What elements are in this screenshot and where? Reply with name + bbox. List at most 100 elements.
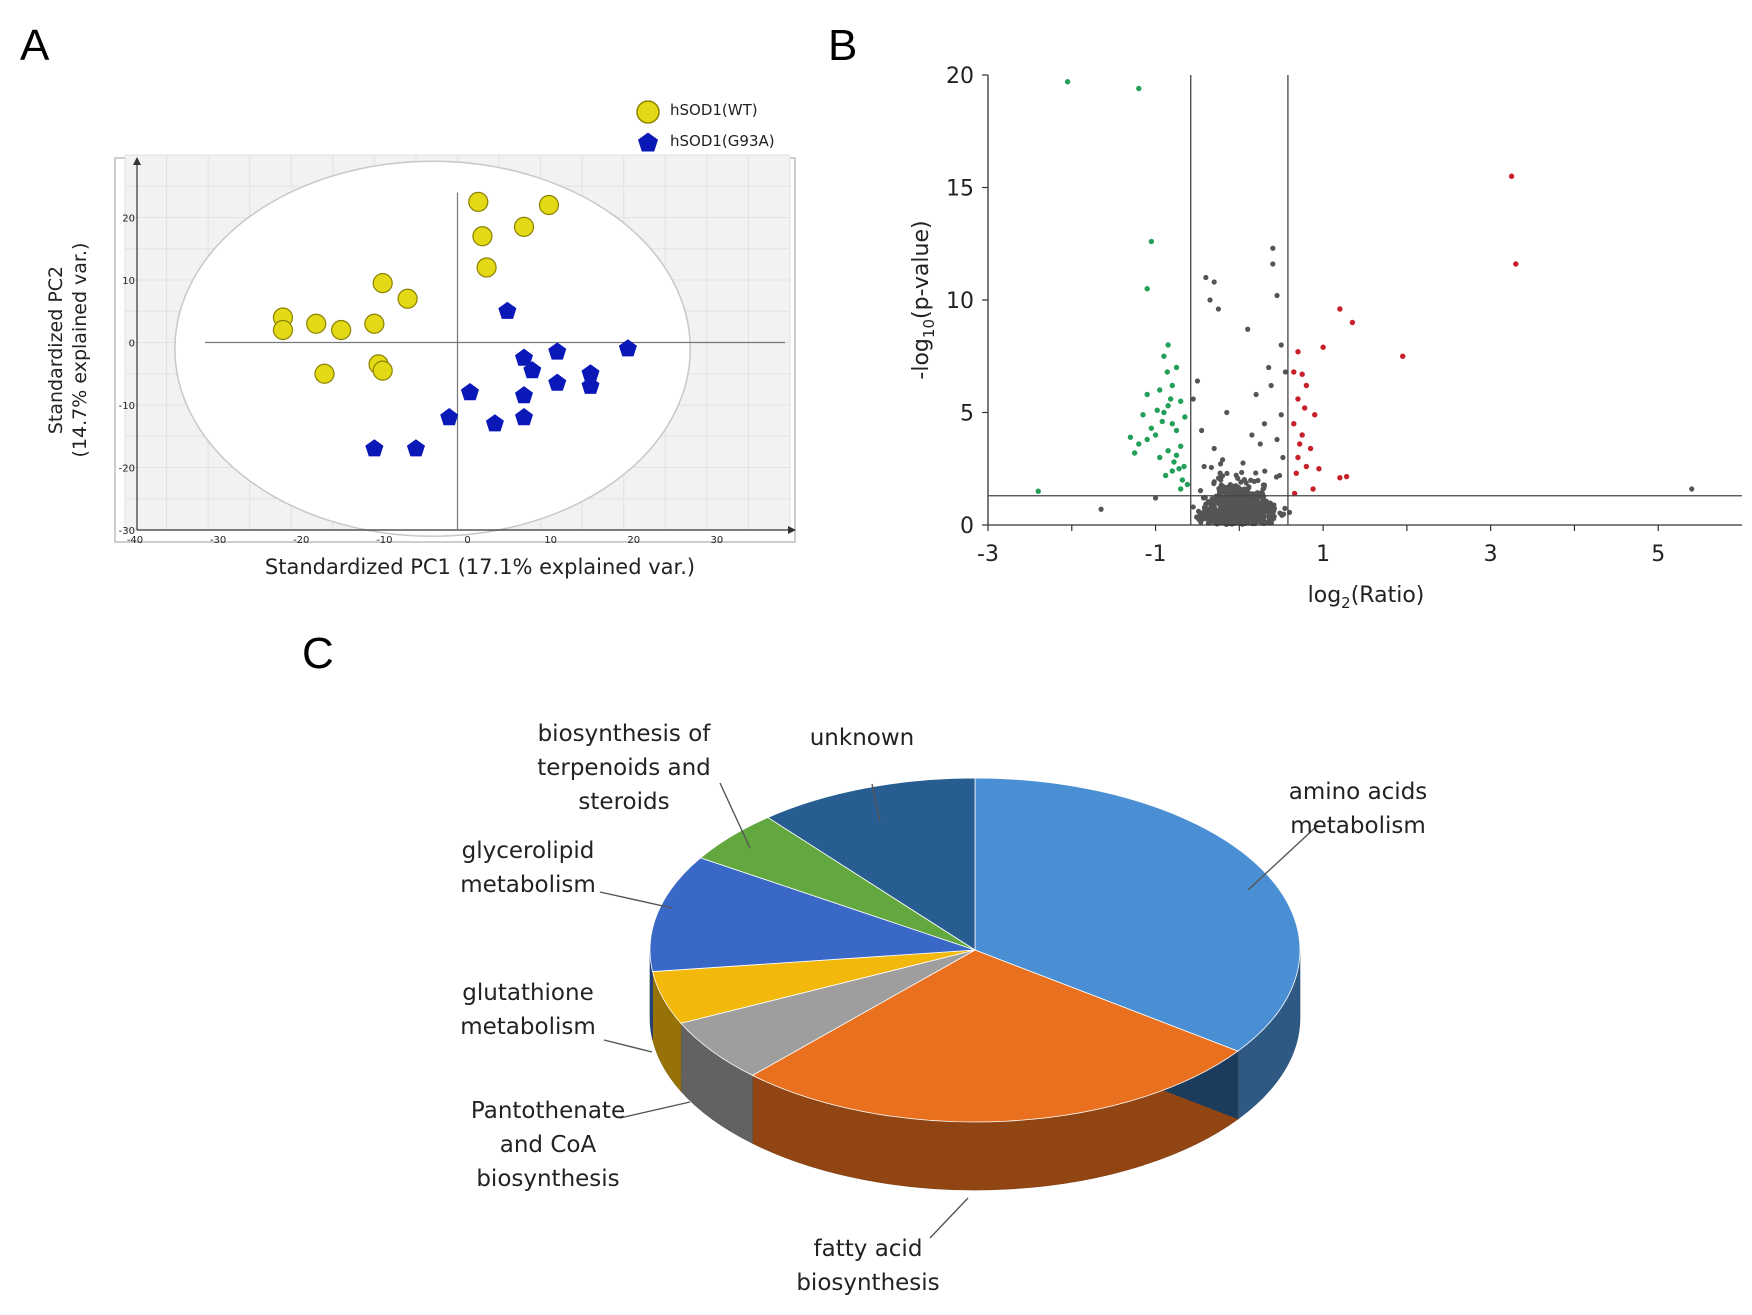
volcano-point-ns bbox=[1268, 382, 1274, 389]
volcano-point-down bbox=[1152, 432, 1159, 438]
pca-x-axis-label: Standardized PC1 (17.1% explained var.) bbox=[265, 555, 695, 579]
volcano-point-ns bbox=[1190, 396, 1196, 402]
volcano-point-ns bbox=[1207, 297, 1213, 303]
volcano-x-ticks: -3 -1 1 3 5 bbox=[977, 525, 1665, 567]
pie-label-5-line: terpenoids and bbox=[537, 755, 711, 781]
pie-leader-1 bbox=[929, 1197, 969, 1239]
volcano-point-ns bbox=[1236, 498, 1243, 504]
volcano-point-ns bbox=[1245, 326, 1251, 332]
pca-y-tick-label: -30 bbox=[119, 526, 135, 537]
pca-confidence-ellipse bbox=[174, 160, 691, 537]
volcano-x-tick-label: -3 bbox=[977, 542, 999, 567]
volcano-points bbox=[1035, 79, 1695, 528]
volcano-point-down bbox=[1177, 398, 1184, 404]
pca-x-tick-label: -30 bbox=[210, 535, 226, 546]
volcano-point-ns bbox=[1098, 506, 1104, 512]
pca-legend: hSOD1(WT) hSOD1(G93A) bbox=[636, 100, 775, 152]
pie-label-2-line: Pantothenate bbox=[471, 1098, 625, 1124]
volcano-point-ns bbox=[1274, 436, 1280, 443]
pca-point-wt bbox=[331, 319, 352, 341]
volcano-point-down bbox=[1173, 427, 1180, 434]
volcano-point-down bbox=[1161, 409, 1167, 416]
volcano-point-up bbox=[1310, 486, 1316, 492]
pca-y-tick-label: 20 bbox=[122, 214, 135, 225]
volcano-point-ns bbox=[1247, 502, 1253, 508]
panel-label-a: A bbox=[20, 21, 50, 70]
volcano-point-ns bbox=[1278, 412, 1284, 418]
pie-panel: amino acids metabolism fatty acid biosynthe… bbox=[460, 721, 1427, 1296]
pca-point-wt bbox=[372, 360, 393, 381]
volcano-point-ns bbox=[1244, 488, 1250, 494]
pca-point-g93a bbox=[515, 386, 533, 404]
pca-y-axis-arrow bbox=[133, 157, 141, 165]
volcano-point-ns bbox=[1201, 513, 1207, 519]
volcano-point-up bbox=[1295, 454, 1301, 461]
volcano-point-ns bbox=[1218, 482, 1224, 488]
volcano-point-up bbox=[1508, 173, 1515, 179]
volcano-point-up bbox=[1337, 475, 1343, 481]
volcano-y-label-tail: (p-value) bbox=[909, 220, 934, 319]
volcano-point-ns bbox=[1252, 502, 1258, 509]
volcano-point-ns bbox=[1220, 488, 1227, 494]
volcano-point-ns bbox=[1217, 470, 1223, 476]
volcano-point-ns bbox=[1207, 500, 1213, 506]
volcano-x-tick-label: 1 bbox=[1316, 542, 1330, 567]
volcano-point-up bbox=[1316, 466, 1322, 472]
volcano-point-ns bbox=[1244, 510, 1250, 516]
volcano-point-up bbox=[1337, 306, 1343, 312]
volcano-point-ns bbox=[1260, 496, 1266, 502]
volcano-point-down bbox=[1144, 436, 1150, 443]
volcano-point-ns bbox=[1239, 469, 1245, 476]
volcano-point-ns bbox=[1215, 475, 1222, 481]
volcano-point-ns bbox=[1234, 509, 1241, 515]
pca-x-tick-label: -10 bbox=[376, 535, 392, 546]
pca-point-wt bbox=[364, 313, 385, 334]
volcano-point-ns bbox=[1282, 505, 1288, 512]
pca-point-wt bbox=[314, 363, 335, 384]
volcano-point-ns bbox=[1689, 486, 1695, 492]
volcano-point-down bbox=[1159, 418, 1165, 425]
volcano-point-down bbox=[1165, 403, 1171, 409]
pca-point-g93a bbox=[485, 414, 504, 432]
volcano-y-tick-label: 15 bbox=[946, 177, 974, 202]
volcano-point-ns bbox=[1216, 487, 1223, 493]
pie-label-0-line: amino acids bbox=[1289, 779, 1428, 805]
volcano-point-ns bbox=[1266, 364, 1272, 371]
pca-point-wt bbox=[306, 313, 327, 334]
volcano-point-ns bbox=[1217, 516, 1223, 523]
pca-point-wt bbox=[397, 288, 418, 309]
volcano-point-down bbox=[1127, 434, 1134, 440]
volcano-point-ns bbox=[1238, 479, 1244, 485]
volcano-point-down bbox=[1131, 450, 1138, 456]
volcano-point-down bbox=[1144, 391, 1150, 398]
volcano-point-down bbox=[1148, 238, 1155, 245]
pca-y-tick-label: -10 bbox=[119, 401, 135, 412]
pie-label-6-line: unknown bbox=[810, 725, 915, 751]
volcano-point-ns bbox=[1224, 521, 1230, 527]
pca-point-wt bbox=[372, 273, 393, 294]
pca-point-wt bbox=[468, 191, 489, 212]
volcano-point-down bbox=[1169, 421, 1176, 427]
pie-labels: amino acids metabolism fatty acid biosynthe… bbox=[460, 721, 1427, 1296]
volcano-point-down bbox=[1162, 472, 1169, 479]
volcano-y-tick-label: 5 bbox=[960, 402, 974, 427]
volcano-point-down bbox=[1173, 452, 1180, 458]
pca-y-ticks: -30 -20 -10 0 10 20 bbox=[119, 214, 135, 538]
volcano-x-label-tail: (Ratio) bbox=[1351, 583, 1425, 608]
volcano-point-ns bbox=[1239, 507, 1245, 514]
volcano-point-ns bbox=[1211, 279, 1217, 285]
pca-x-tick-label: 10 bbox=[544, 535, 557, 546]
volcano-point-ns bbox=[1251, 478, 1257, 484]
volcano-point-down bbox=[1136, 85, 1142, 92]
pie-leader-6 bbox=[871, 783, 881, 823]
volcano-point-down bbox=[1136, 441, 1142, 447]
volcano-x-label-sub: 2 bbox=[1341, 594, 1351, 612]
volcano-point-ns bbox=[1228, 513, 1234, 519]
pca-point-wt bbox=[472, 226, 493, 247]
pca-point-g93a bbox=[548, 342, 567, 360]
volcano-point-down bbox=[1177, 443, 1184, 449]
pca-y-axis-label-line2: (14.7% explained var.) bbox=[69, 243, 91, 458]
volcano-point-down bbox=[1157, 454, 1163, 461]
